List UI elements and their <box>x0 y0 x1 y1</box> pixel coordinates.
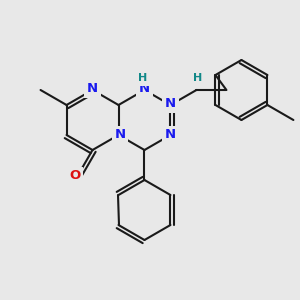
Text: N: N <box>114 128 126 142</box>
Text: N: N <box>165 128 176 142</box>
Text: H: H <box>138 73 148 83</box>
Text: N: N <box>165 97 176 110</box>
Text: O: O <box>69 169 80 182</box>
Text: N: N <box>139 82 150 95</box>
Text: N: N <box>87 82 98 95</box>
Text: H: H <box>193 73 203 83</box>
